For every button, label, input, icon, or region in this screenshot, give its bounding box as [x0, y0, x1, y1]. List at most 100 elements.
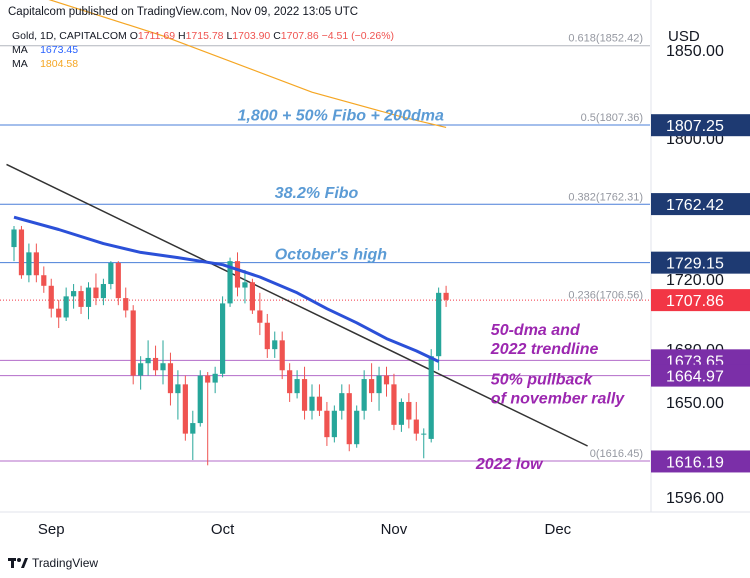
price-badge-text-1: 1762.42 — [666, 197, 724, 214]
annotation-1: 38.2% Fibo — [275, 185, 359, 202]
candle-body-18 — [145, 357, 151, 364]
candle-body-4 — [41, 275, 47, 286]
price-badge-1: 1762.42 — [651, 193, 750, 216]
candle-body-26 — [205, 375, 211, 383]
y-tick-2: 1720.00 — [666, 272, 724, 289]
price-badge-bg-1 — [651, 193, 750, 216]
annotation-4: 50% pullback of november rally — [491, 371, 625, 407]
price-badge-text-6: 1616.19 — [666, 454, 724, 471]
candle-body-10 — [85, 287, 92, 307]
price-badge-2: 1729.15 — [651, 251, 750, 274]
currency-label: USD — [668, 28, 700, 45]
x-tick-3: Dec — [545, 521, 572, 538]
annotation-3-line-1: 2022 trendline — [490, 341, 599, 358]
candle-body-24 — [190, 423, 196, 434]
candle-body-3 — [33, 252, 39, 276]
y-tick-4: 1650.00 — [666, 395, 724, 412]
symbol-name: Gold, 1D, CAPITALCOM — [12, 30, 127, 42]
ma-50-line — [13, 215, 440, 363]
downtrend-line — [6, 163, 588, 447]
y-tick-0: 1850.00 — [666, 43, 724, 60]
high-label: H — [177, 30, 186, 42]
annotation-0-line-0: 1,800 + 50% Fibo + 200dma — [238, 107, 444, 124]
candle-body-1 — [18, 229, 25, 276]
candle-body-23 — [182, 384, 188, 434]
price-badge-6: 1616.19 — [651, 450, 750, 473]
candle-body-56 — [428, 356, 434, 439]
candle-body-27 — [212, 373, 218, 383]
candle-body-14 — [115, 262, 121, 299]
ma-200-line — [48, 0, 447, 128]
candle-body-20 — [160, 363, 166, 371]
candle-body-7 — [63, 296, 69, 318]
ma-50-label: MA — [12, 44, 28, 56]
tradingview-brand: TradingView — [32, 556, 99, 570]
candle-body-49 — [376, 375, 382, 394]
annotation-1-line-0: 38.2% Fibo — [275, 185, 359, 202]
candle-body-40 — [309, 396, 315, 411]
candle-body-11 — [93, 287, 99, 299]
low-value: 1703.90 — [232, 30, 271, 42]
candle-body-33 — [257, 310, 263, 323]
annotation-0: 1,800 + 50% Fibo + 200dma — [238, 107, 444, 124]
price-badge-3: 1707.86 — [651, 289, 750, 312]
candle-body-43 — [331, 410, 337, 438]
tradingview-logo[interactable]: TradingView — [8, 556, 98, 570]
candle-body-37 — [287, 370, 293, 394]
candle-body-9 — [78, 291, 84, 307]
candle-body-31 — [242, 282, 248, 288]
candle-body-5 — [48, 285, 54, 309]
candle-body-36 — [279, 340, 285, 371]
annotation-3: 50-dma and 2022 trendline — [490, 322, 599, 358]
candle-body-55 — [421, 433, 427, 435]
price-badge-0: 1807.25 — [651, 114, 750, 137]
x-tick-1: Oct — [211, 521, 235, 538]
fib-label-0: 0.618(1852.42) — [568, 33, 643, 45]
fib-label-2: 0.382(1762.31) — [568, 191, 643, 203]
candle-body-44 — [339, 393, 345, 411]
candle-body-13 — [108, 262, 114, 285]
candle-body-53 — [406, 401, 412, 420]
candle-body-57 — [436, 292, 442, 357]
candle-body-58 — [443, 292, 449, 300]
candle-body-8 — [71, 291, 77, 297]
price-badge-bg-6 — [651, 450, 750, 473]
annotation-5: 2022 low — [475, 456, 544, 473]
candle-body-45 — [346, 393, 352, 445]
price-badge-bg-0 — [651, 114, 750, 137]
candle-body-2 — [26, 252, 32, 276]
candle-body-48 — [369, 379, 375, 394]
candle-body-47 — [361, 379, 367, 411]
open-value: 1711.69 — [137, 30, 176, 42]
price-badge-text-2: 1729.15 — [666, 256, 724, 273]
annotation-4-line-1: of november rally — [491, 390, 625, 407]
annotation-2-line-0: October's high — [275, 246, 387, 263]
price-badge-text-0: 1807.25 — [666, 118, 724, 135]
open-label: O — [129, 30, 138, 42]
candle-body-22 — [175, 384, 181, 394]
candle-body-12 — [100, 284, 106, 299]
candle-body-35 — [272, 340, 278, 350]
ma-200-legend[interactable]: MA 1804.58 — [12, 58, 78, 70]
tradingview-icon — [8, 558, 28, 568]
ma-50-legend[interactable]: MA 1673.45 — [12, 44, 78, 56]
price-badge-bg-3 — [651, 289, 750, 312]
annotation-5-line-0: 2022 low — [475, 456, 544, 473]
candle-body-17 — [138, 363, 144, 376]
annotation-4-line-0: 50% pullback — [491, 371, 593, 388]
candle-body-52 — [398, 401, 404, 425]
price-badge-5: 1664.97 — [651, 364, 750, 387]
candle-body-30 — [234, 261, 241, 288]
candle-body-41 — [316, 396, 323, 411]
candle-body-42 — [324, 410, 330, 438]
change-value: −4.51 (−0.26%) — [321, 30, 395, 42]
y-tick-5: 1596.00 — [666, 490, 724, 507]
publisher-header: Capitalcom published on TradingView.com,… — [8, 6, 359, 18]
symbol-legend: Gold, 1D, CAPITALCOM O1711.69 H1715.78 L… — [12, 30, 394, 42]
price-badge-bg-5 — [651, 364, 750, 387]
price-badge-bg-2 — [651, 251, 750, 274]
candle-body-16 — [130, 310, 136, 376]
ma-200-value: 1804.58 — [40, 58, 79, 70]
